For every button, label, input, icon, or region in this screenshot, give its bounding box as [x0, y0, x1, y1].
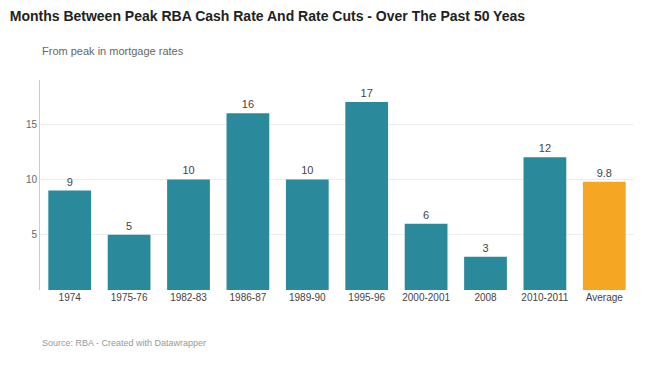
- svg-text:2010-2011: 2010-2011: [521, 292, 569, 303]
- svg-text:10: 10: [182, 164, 194, 176]
- svg-text:10: 10: [26, 174, 38, 185]
- svg-text:10: 10: [301, 164, 313, 176]
- svg-text:2000-2001: 2000-2001: [402, 292, 450, 303]
- svg-text:16: 16: [242, 98, 254, 110]
- svg-text:1986-87: 1986-87: [230, 292, 267, 303]
- svg-text:15: 15: [26, 119, 38, 130]
- svg-text:1989-90: 1989-90: [289, 292, 326, 303]
- svg-text:Average: Average: [586, 292, 624, 303]
- svg-text:9.8: 9.8: [597, 167, 612, 179]
- svg-text:1995-96: 1995-96: [348, 292, 385, 303]
- svg-text:Months Between Peak RBA Cash R: Months Between Peak RBA Cash Rate And Ra…: [10, 8, 526, 24]
- svg-text:6: 6: [423, 209, 429, 221]
- svg-text:5: 5: [31, 229, 37, 240]
- svg-text:Source: RBA - Created with Dat: Source: RBA - Created with Datawrapper: [42, 338, 206, 348]
- svg-text:17: 17: [361, 87, 373, 99]
- svg-text:1982-83: 1982-83: [170, 292, 207, 303]
- svg-text:2008: 2008: [474, 292, 497, 303]
- svg-text:3: 3: [482, 242, 488, 254]
- svg-text:From peak in mortgage rates: From peak in mortgage rates: [42, 45, 184, 57]
- svg-text:1974: 1974: [59, 292, 82, 303]
- svg-text:5: 5: [126, 220, 132, 232]
- svg-text:9: 9: [67, 176, 73, 188]
- svg-text:1975-76: 1975-76: [111, 292, 148, 303]
- svg-text:12: 12: [539, 142, 551, 154]
